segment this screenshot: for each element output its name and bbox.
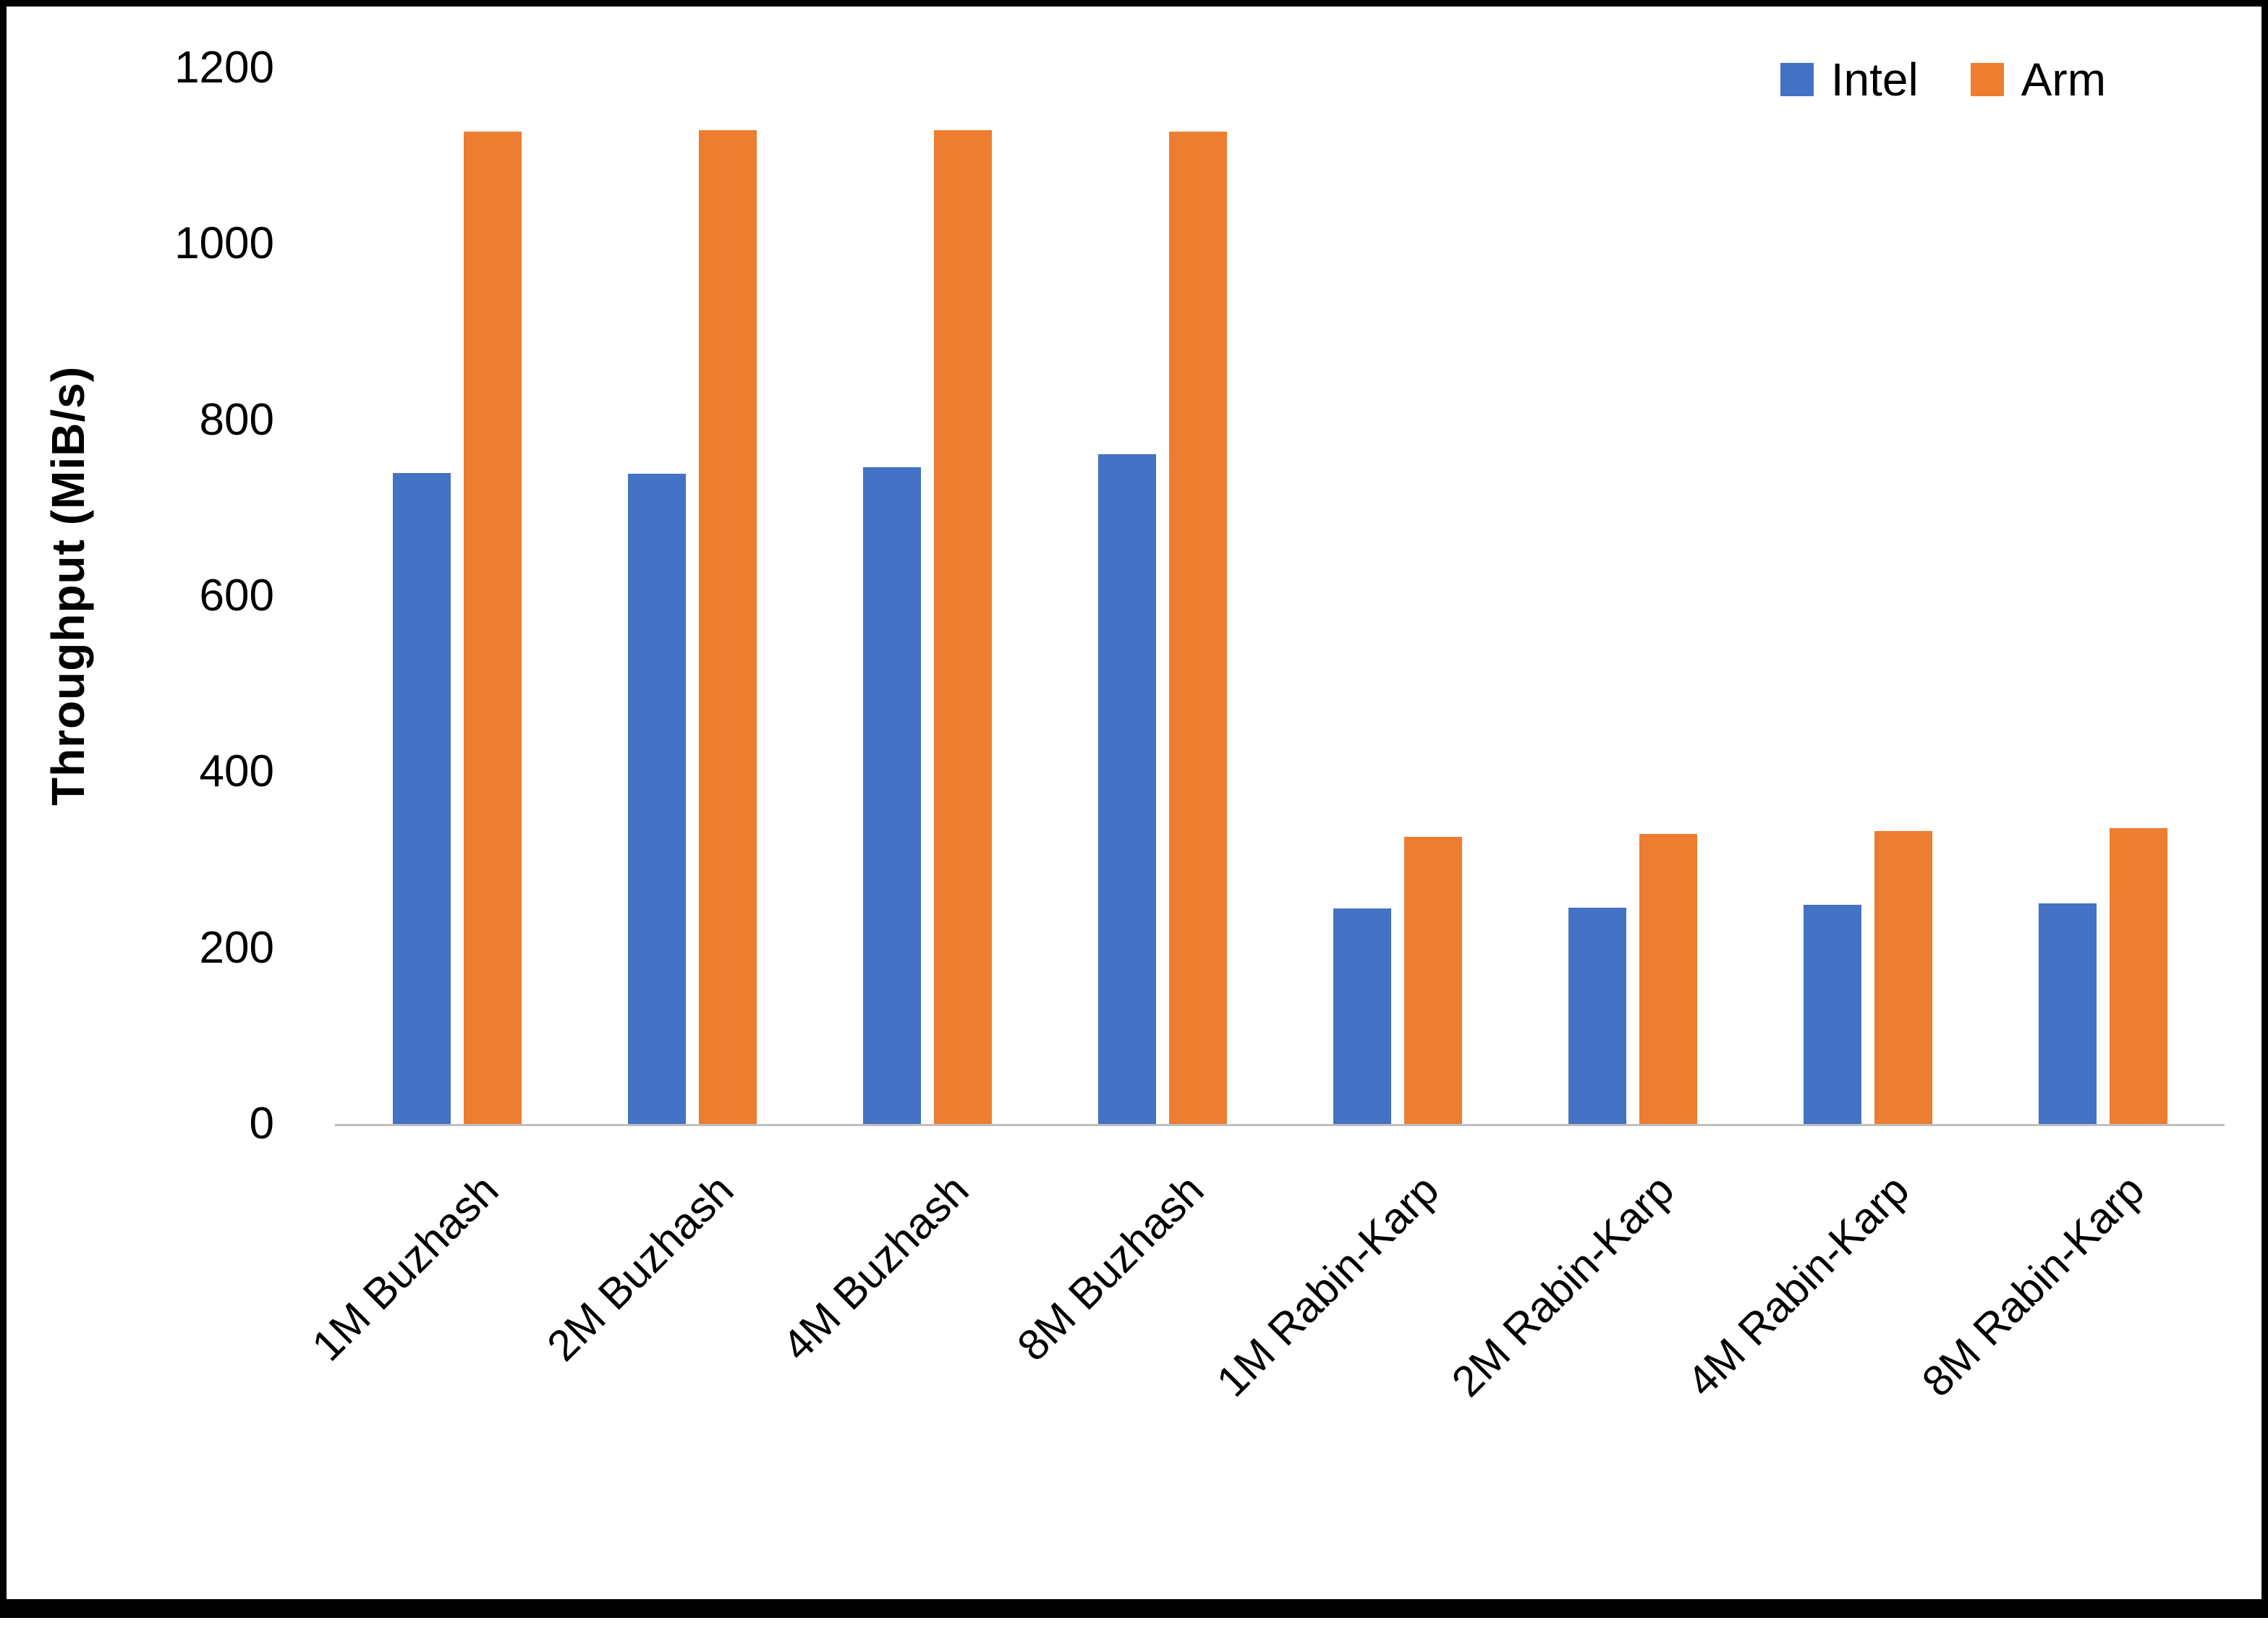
bar-arm-1m-rabin-karp [1403,837,1462,1124]
y-tick-label-400: 400 [199,746,274,797]
bar-intel-4m-rabin-karp [1803,905,1861,1124]
y-tick-label-1200: 1200 [174,43,274,93]
bar-intel-1m-buzhash [392,472,451,1124]
bar-intel-4m-buzhash [862,467,921,1124]
bar-arm-2m-rabin-karp [1639,833,1697,1124]
legend-item-intel: Intel [1780,53,1919,106]
bar-arm-1m-buzhash [463,131,522,1124]
bar-arm-4m-rabin-karp [1874,830,1932,1124]
bar-intel-2m-buzhash [627,473,686,1124]
legend: Intel Arm [1780,53,2106,106]
y-tick-label-800: 800 [199,394,274,445]
bar-intel-8m-buzhash [1097,454,1156,1124]
legend-swatch-arm [1970,63,2004,96]
x-axis-line [335,1124,2225,1126]
bar-intel-1m-rabin-karp [1333,908,1391,1124]
bar-intel-2m-rabin-karp [1568,907,1626,1124]
legend-label-arm: Arm [2021,54,2106,106]
legend-label-intel: Intel [1830,54,1919,106]
legend-item-arm: Arm [1970,53,2106,106]
bar-arm-8m-buzhash [1168,131,1227,1124]
y-tick-label-200: 200 [199,922,274,973]
y-tick-label-1000: 1000 [174,218,274,269]
legend-swatch-intel [1780,63,1814,96]
y-tick-label-0: 0 [249,1099,274,1149]
bar-intel-8m-rabin-karp [2038,903,2097,1124]
bar-arm-4m-buzhash [933,130,992,1124]
bar-arm-2m-buzhash [698,130,757,1124]
bar-arm-8m-rabin-karp [2109,828,2167,1124]
y-tick-label-600: 600 [199,571,274,621]
